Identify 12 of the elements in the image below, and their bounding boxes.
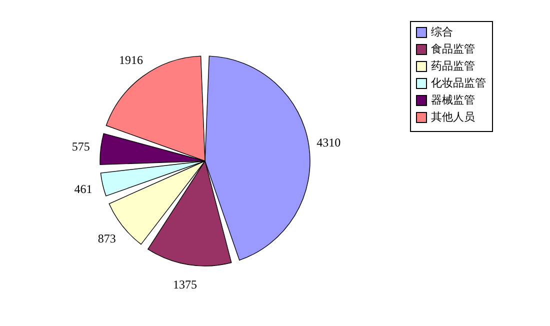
data-label: 575	[72, 140, 90, 154]
legend-label: 食品监管	[431, 42, 475, 56]
legend-label: 综合	[431, 26, 453, 38]
data-label: 461	[74, 182, 92, 196]
legend-label: 器械监管	[431, 94, 475, 106]
legend-label: 其他人员	[431, 110, 475, 124]
data-label: 873	[98, 231, 116, 246]
legend-label: 化妆品监管	[431, 76, 486, 90]
data-label: 1916	[119, 53, 144, 68]
legend-label: 药品监管	[431, 60, 475, 72]
data-label: 1375	[173, 277, 198, 292]
data-label: 4310	[316, 136, 341, 150]
